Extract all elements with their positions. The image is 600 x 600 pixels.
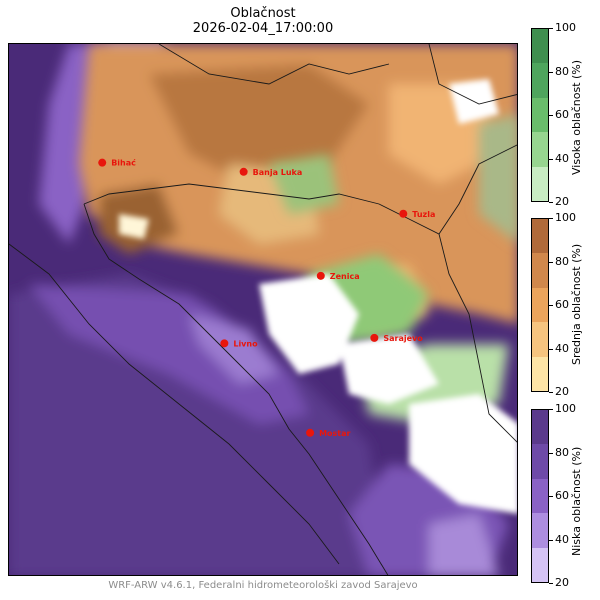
colorbar-high-scale (531, 28, 549, 202)
model-credit: WRF-ARW v4.6.1, Federalni hidrometeorolo… (108, 580, 418, 591)
cloud-cover-map: Bihać Banja Luka Tuzla Zenica Sarajevo Livno M… (8, 43, 518, 576)
colorbar-segment (532, 444, 548, 480)
colorbar-tick (549, 409, 553, 410)
colorbar-segment (532, 166, 548, 202)
colorbar-tick-label: 60 (555, 489, 569, 502)
colorbar-segment (532, 132, 548, 168)
colorbar-tick-label: 60 (555, 298, 569, 311)
colorbar-tick-label: 40 (555, 533, 569, 546)
city-marker: Tuzla (399, 209, 435, 219)
city-label: Livno (233, 339, 258, 348)
colorbar-segment (532, 513, 548, 549)
colorbar-tick-label: 80 (555, 446, 569, 459)
colorbar-tick-label: 40 (555, 342, 569, 355)
city-label: Tuzla (412, 210, 435, 219)
city-marker: Livno (220, 339, 258, 348)
country-borders (9, 44, 517, 575)
city-dot (316, 271, 325, 280)
colorbar-tick-label: 80 (555, 255, 569, 268)
city-label: Sarajevo (383, 334, 423, 343)
colorbar-segment (532, 29, 548, 64)
colorbar-tick-label: 60 (555, 108, 569, 121)
colorbar-mid-label: Srednja oblačnost (%) (570, 243, 583, 365)
colorbar-segment (532, 322, 548, 358)
city-dot (306, 428, 315, 437)
city-label: Bihać (111, 158, 136, 168)
city-marker: Bihać (98, 158, 136, 168)
colorbar-tick (549, 115, 553, 116)
colorbar-tick (549, 496, 553, 497)
colorbar-tick (549, 262, 553, 263)
colorbar-segment (532, 287, 548, 323)
colorbar-mid-scale (531, 218, 549, 392)
city-marker: Sarajevo (370, 333, 423, 343)
colorbar-tick (549, 540, 553, 541)
colorbar-tick (549, 392, 553, 393)
colorbar-low-label: Niska oblačnost (%) (570, 446, 583, 556)
city-marker: Banja Luka (239, 167, 303, 177)
city-label: Mostar (319, 429, 350, 438)
colorbar-segment (532, 478, 548, 514)
colorbar-tick (549, 202, 553, 203)
colorbar-segment (532, 97, 548, 133)
colorbar-tick (549, 305, 553, 306)
colorbar-segment (532, 219, 548, 254)
colorbar-segment (532, 410, 548, 445)
colorbar-tick-label: 80 (555, 65, 569, 78)
map-title: Oblačnost (230, 6, 296, 21)
city-marker: Mostar (306, 428, 351, 438)
colorbar-high-label: Visoka oblačnost (%) (570, 59, 583, 175)
colorbar-tick-label: 20 (555, 195, 569, 208)
colorbar-tick (549, 218, 553, 219)
city-label: Banja Luka (253, 168, 303, 177)
city-dot (399, 209, 408, 218)
colorbar-tick (549, 72, 553, 73)
colorbar-tick-label: 100 (555, 402, 576, 415)
colorbar-segment (532, 356, 548, 392)
colorbar-segment (532, 63, 548, 99)
colorbar-tick-label: 100 (555, 211, 576, 224)
colorbar-segment (532, 253, 548, 289)
map-timestamp: 2026-02-04_17:00:00 (192, 21, 334, 36)
colorbar-tick (549, 583, 553, 584)
city-dot (239, 167, 248, 176)
colorbar-tick-label: 100 (555, 21, 576, 34)
city-dot (98, 158, 107, 167)
colorbar-tick-label: 20 (555, 385, 569, 398)
city-dot (370, 333, 379, 342)
city-label: Zenica (330, 272, 360, 281)
clear-sky-areas (119, 79, 517, 514)
colorbar-low-scale (531, 409, 549, 583)
colorbar-tick-label: 20 (555, 576, 569, 589)
colorbar-tick-label: 40 (555, 152, 569, 165)
city-dot (220, 339, 229, 348)
colorbar-tick (549, 453, 553, 454)
colorbar-tick (549, 349, 553, 350)
colorbar-segment (532, 547, 548, 583)
city-marker: Zenica (316, 271, 360, 281)
colorbar-tick (549, 159, 553, 160)
colorbar-tick (549, 28, 553, 29)
